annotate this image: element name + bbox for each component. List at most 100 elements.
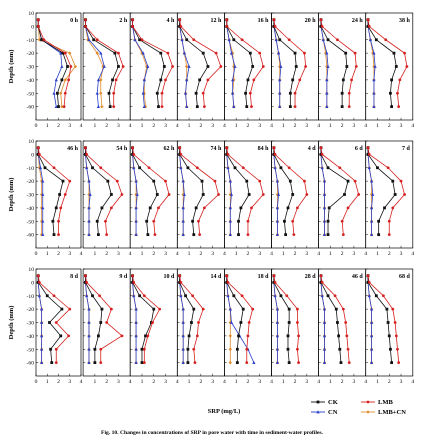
series-line	[179, 275, 204, 363]
data-point	[322, 360, 327, 365]
x-tick-label: 1	[329, 251, 332, 257]
data-point	[41, 206, 45, 210]
data-point	[245, 105, 249, 109]
data-point	[157, 105, 160, 109]
data-point	[96, 78, 101, 82]
data-point	[54, 321, 58, 324]
data-point	[160, 105, 164, 109]
series-lmb-cn	[319, 145, 327, 237]
data-point	[87, 219, 91, 223]
data-point	[41, 232, 45, 237]
series-line	[85, 147, 91, 235]
series-cn	[178, 17, 191, 109]
data-point	[385, 307, 389, 311]
data-point	[59, 334, 63, 338]
x-tick-label: 2	[388, 123, 391, 129]
data-point	[225, 18, 229, 22]
series-line	[226, 147, 264, 235]
data-point	[73, 64, 78, 69]
data-point	[239, 206, 243, 210]
data-point	[219, 65, 223, 68]
series-line	[85, 275, 123, 363]
data-point	[87, 192, 91, 197]
data-point	[383, 206, 386, 210]
series-ck	[36, 146, 65, 237]
data-point	[405, 65, 409, 68]
series-ck	[272, 274, 291, 365]
data-point	[258, 179, 262, 183]
data-point	[232, 104, 236, 109]
x-tick-label: 1	[46, 379, 49, 385]
data-point	[276, 192, 281, 196]
data-point	[275, 347, 279, 351]
data-point	[132, 165, 136, 170]
data-point	[278, 91, 282, 95]
panel-time-label: 28 d	[305, 274, 317, 280]
series-line	[132, 147, 138, 235]
series-lmb	[84, 146, 124, 237]
profile-panel: 1 2 3 4 9 d	[82, 268, 132, 385]
data-point	[213, 179, 217, 183]
data-point	[241, 307, 245, 311]
data-point	[235, 347, 239, 351]
y-tick-label: -30	[27, 193, 35, 199]
legend-label: LMB	[378, 399, 393, 406]
data-point	[275, 219, 279, 223]
data-point	[287, 166, 291, 170]
data-point	[152, 307, 156, 311]
x-tick-label: 1	[282, 379, 285, 385]
data-point	[341, 78, 345, 82]
series-line	[226, 19, 264, 107]
data-point	[181, 219, 185, 223]
panel-time-label: 6 d	[355, 146, 364, 152]
data-point	[87, 179, 91, 183]
x-tick-label: 3	[117, 251, 120, 257]
series-ck	[178, 274, 196, 365]
data-point	[322, 206, 327, 210]
data-point	[87, 37, 91, 42]
x-tick-label: 2	[388, 379, 391, 385]
data-point	[112, 91, 116, 95]
data-point	[181, 320, 185, 324]
data-point	[372, 104, 376, 109]
data-point	[187, 64, 191, 68]
series-lmb	[36, 18, 73, 109]
data-point	[144, 64, 149, 69]
data-point	[50, 361, 54, 365]
profile-panel: 10 0 -10 -20 -30 -40 -50 -60 0 1 2 3 4 8 d	[27, 267, 83, 385]
data-point	[142, 78, 146, 82]
data-point	[138, 294, 142, 298]
data-point	[369, 179, 374, 183]
series-line	[179, 19, 222, 107]
data-point	[316, 410, 320, 414]
x-tick-label: 3	[164, 379, 167, 385]
y-tick-label: -60	[27, 105, 35, 111]
x-tick-label: 2	[341, 251, 344, 257]
data-point	[102, 64, 106, 68]
data-point	[320, 152, 324, 156]
data-point	[99, 347, 103, 351]
series-line	[320, 147, 325, 235]
data-point	[296, 307, 299, 311]
x-tick-label: 3	[305, 379, 308, 385]
y-tick-label: -20	[27, 307, 35, 313]
series-line	[37, 275, 71, 363]
series-line	[273, 275, 290, 363]
data-point	[293, 51, 297, 55]
x-tick-label: 2	[247, 379, 250, 385]
data-point	[247, 193, 251, 196]
series-lmb-cn	[130, 273, 138, 365]
data-point	[159, 78, 163, 82]
data-point	[41, 219, 45, 223]
data-point	[134, 179, 138, 183]
data-point	[100, 104, 104, 109]
data-point	[228, 206, 232, 210]
series-lmb-cn	[366, 273, 374, 365]
y-axis-label: Depth (mm)	[8, 306, 15, 340]
data-point	[237, 334, 240, 338]
legend-label: CN	[328, 409, 338, 416]
data-point	[108, 105, 112, 109]
series-lmb	[366, 18, 409, 109]
data-point	[41, 179, 45, 183]
